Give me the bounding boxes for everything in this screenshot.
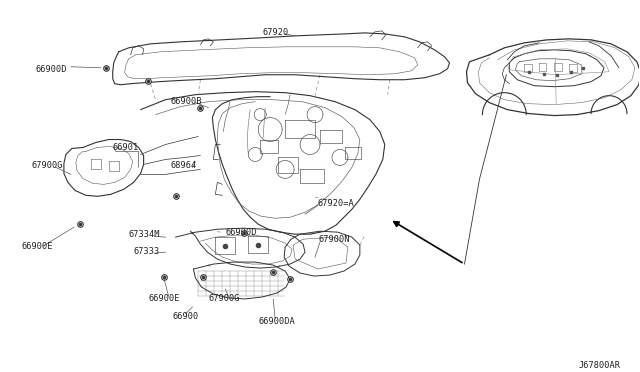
Text: 67900G: 67900G — [209, 294, 240, 303]
Text: 68964: 68964 — [170, 161, 196, 170]
Text: 66901: 66901 — [113, 144, 139, 153]
Text: 66900B: 66900B — [170, 97, 202, 106]
Text: 67920=A: 67920=A — [317, 199, 354, 208]
Text: 67333: 67333 — [134, 247, 160, 256]
Text: 66900E: 66900E — [148, 294, 180, 303]
Text: 67920: 67920 — [262, 28, 289, 37]
Text: 66900D: 66900D — [225, 228, 257, 237]
Text: 67334M: 67334M — [129, 230, 160, 239]
Text: 66900: 66900 — [173, 312, 199, 321]
Text: 66900D: 66900D — [36, 65, 67, 74]
Text: 66900E: 66900E — [21, 242, 52, 251]
Text: 66900DA: 66900DA — [258, 317, 295, 326]
Text: 67900G: 67900G — [31, 161, 63, 170]
Text: J67800AR: J67800AR — [579, 361, 621, 370]
Text: 67900N: 67900N — [318, 235, 349, 244]
